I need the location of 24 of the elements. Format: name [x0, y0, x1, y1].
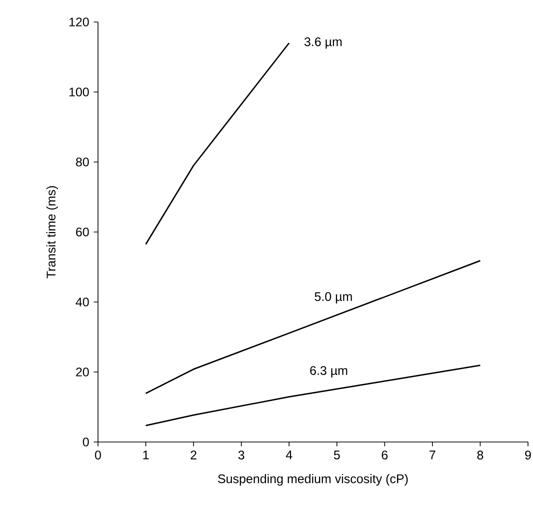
y-tick-label: 20 — [76, 368, 89, 376]
x-tick-label: 1 — [143, 450, 149, 460]
x-tick-label: 8 — [477, 450, 484, 460]
y-tick-label: 100 — [69, 88, 89, 96]
y-axis-title: Transit time (ms) — [46, 186, 58, 278]
series-label: 6.3 µm — [310, 366, 348, 378]
y-tick-label: 40 — [76, 298, 89, 306]
line-series — [145, 260, 481, 394]
x-axis-title: Suspending medium viscosity (cP) — [218, 474, 408, 486]
x-tick-label: 4 — [286, 450, 292, 460]
y-tick-label: 60 — [76, 228, 89, 236]
x-tick-label: 5 — [334, 450, 340, 460]
x-tick-label: 2 — [190, 450, 196, 460]
y-tick-label: 0 — [82, 438, 89, 446]
x-tick-label: 9 — [525, 450, 531, 460]
x-tick-label: 0 — [95, 450, 101, 460]
x-tick-label: 3 — [238, 450, 244, 460]
y-tick-label: 120 — [69, 18, 89, 26]
line-series — [145, 364, 481, 426]
y-tick-label: 80 — [76, 158, 89, 166]
series-label: 3.6 µm — [304, 37, 342, 49]
x-tick-label: 6 — [382, 450, 388, 460]
x-tick-label: 7 — [430, 450, 436, 460]
series-label: 5.0 µm — [314, 292, 352, 304]
